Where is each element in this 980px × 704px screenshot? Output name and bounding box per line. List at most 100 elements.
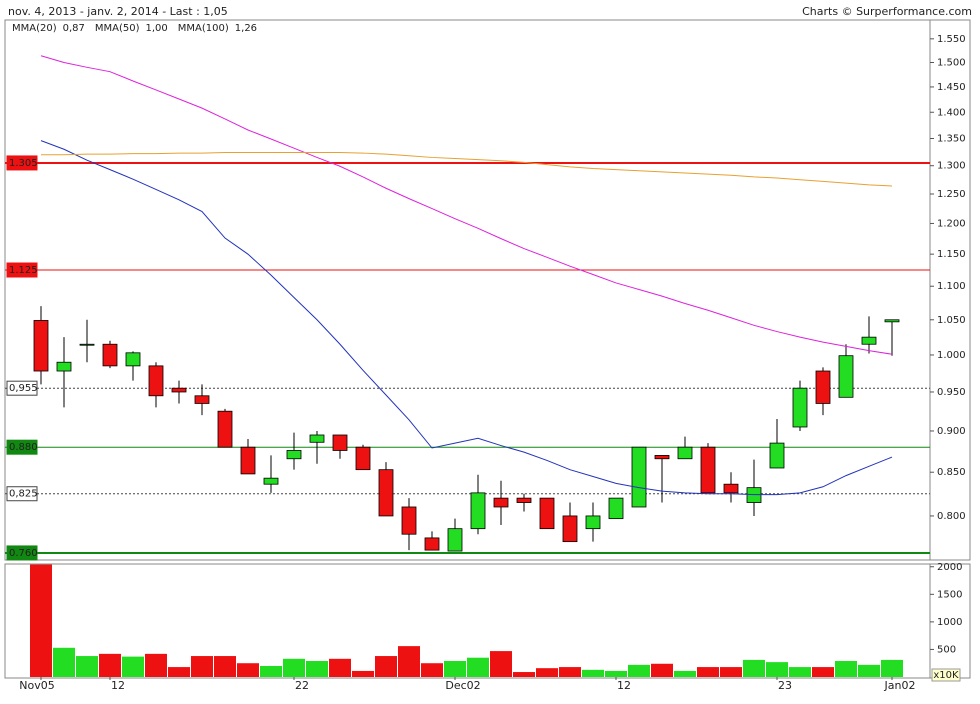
volume-tick-label: 1500: [937, 589, 962, 600]
candle-body: [125, 352, 141, 367]
y-tick-label: 1.200: [937, 218, 966, 229]
candle-body: [516, 497, 532, 503]
legend-name: MMA(50): [95, 23, 140, 34]
candle-body: [815, 370, 831, 404]
level-label: 0.760: [9, 548, 38, 559]
candle-body: [424, 537, 440, 551]
y-tick-label: 0.800: [937, 511, 966, 522]
y-tick-label: 1.250: [937, 189, 966, 200]
y-tick-label: 1.500: [937, 57, 966, 68]
candle-body: [401, 506, 417, 535]
volume-tick-label: 500: [937, 644, 956, 655]
volume-bar: [743, 659, 765, 677]
level-label: 1.305: [9, 158, 38, 169]
volume-bar: [214, 656, 236, 677]
candle-body: [884, 319, 900, 323]
volume-bar: [628, 664, 650, 677]
legend: MMA(20) 0,87 MMA(50) 1,00 MMA(100) 1,26: [12, 23, 257, 34]
volume-bar: [421, 663, 443, 677]
volume-bar: [490, 651, 512, 677]
level-label-box: [6, 155, 38, 171]
volume-bar: [145, 653, 167, 677]
candle-body: [217, 410, 233, 448]
volume-bar: [697, 667, 719, 677]
x-tick-label: Jan02: [884, 679, 916, 692]
candle-body: [355, 446, 371, 471]
x-tick-label: 12: [617, 679, 631, 692]
volume-bar: [467, 657, 489, 677]
volume-bar: [835, 661, 857, 677]
volume-bar: [582, 669, 604, 677]
volume-bar: [812, 667, 834, 677]
candle-body: [539, 497, 555, 530]
ma-line: [40, 140, 893, 496]
volume-bar: [283, 658, 305, 677]
volume-axis: [929, 563, 971, 679]
chart-title: nov. 4, 2013 - janv. 2, 2014 - Last : 1,…: [8, 5, 228, 18]
volume-bar: [720, 667, 742, 677]
y-tick-label: 0.900: [937, 426, 966, 437]
volume-bar: [237, 663, 259, 677]
x-tick-label: Nov05: [19, 679, 54, 692]
candle-body: [56, 361, 72, 372]
legend-name: MMA(100): [178, 23, 229, 34]
ma-line: [41, 152, 893, 187]
legend-name: MMA(20): [12, 23, 57, 34]
volume-bar: [398, 646, 420, 677]
candle-body: [263, 477, 279, 485]
candle-body: [194, 395, 210, 404]
credit: Charts © Surperformance.com: [802, 5, 972, 18]
level-label-box: [6, 545, 38, 561]
price-axis: [929, 19, 971, 561]
level-label-box: [6, 486, 38, 502]
candle-body: [171, 387, 187, 393]
candle-body: [148, 365, 164, 397]
volume-bar: [536, 668, 558, 677]
volume-bar: [605, 670, 627, 677]
candle-body: [838, 355, 854, 398]
y-tick-label: 1.450: [937, 82, 966, 93]
candle-body: [102, 343, 118, 367]
candle-body: [861, 336, 877, 345]
volume-bar: [881, 659, 903, 677]
level-label-box: [6, 439, 38, 455]
candle-body: [792, 387, 808, 428]
volume-bar: [674, 670, 696, 677]
candle-body: [447, 528, 463, 552]
volume-bar: [651, 663, 673, 677]
y-tick-label: 1.550: [937, 34, 966, 45]
volume-bar: [329, 658, 351, 677]
volume-bar: [306, 661, 328, 677]
candle-body: [470, 492, 486, 530]
level-label-box: [6, 262, 38, 278]
candle-body: [493, 497, 509, 508]
y-tick-label: 0.850: [937, 467, 966, 478]
volume-bar: [858, 664, 880, 677]
y-tick-label: 1.400: [937, 107, 966, 118]
volume-bar: [789, 667, 811, 677]
volume-bar: [444, 661, 466, 677]
legend-value: 1,26: [235, 23, 257, 34]
price-panel: [4, 19, 931, 561]
candle-body: [378, 469, 394, 517]
level-label-box: [6, 380, 38, 396]
candle-body: [677, 446, 693, 460]
volume-bar: [766, 662, 788, 677]
level-label: 0.880: [9, 442, 38, 453]
volume-bar: [30, 564, 52, 677]
level-label: 1.125: [9, 265, 38, 276]
x-tick-label: Dec02: [445, 679, 480, 692]
volume-bar: [99, 653, 121, 677]
volume-bar: [122, 656, 144, 677]
volume-bar: [260, 665, 282, 677]
candle-body: [654, 455, 670, 460]
volume-tick-label: 2000: [937, 562, 962, 573]
level-label: 0,955: [9, 383, 38, 394]
y-tick-label: 1.350: [937, 133, 966, 144]
candle-body: [769, 442, 785, 469]
x-tick-label: 12: [111, 679, 125, 692]
candle-body: [286, 450, 302, 460]
candle-body: [723, 483, 739, 494]
unit-box: [931, 668, 961, 682]
